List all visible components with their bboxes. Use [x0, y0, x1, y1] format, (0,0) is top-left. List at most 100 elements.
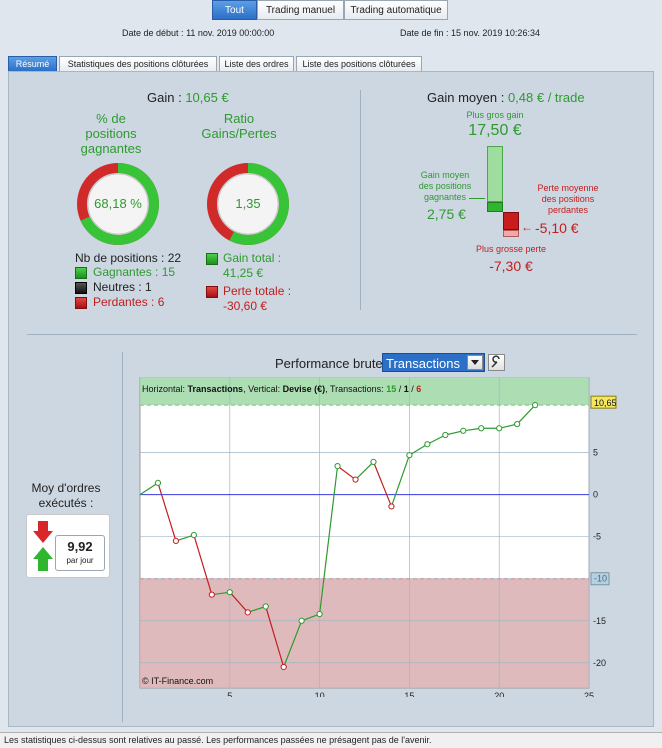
tab-trading-automatique[interactable]: Trading automatique	[344, 0, 448, 20]
data-point	[496, 425, 503, 432]
orders-label: Moy d'ordres exécutés :	[31, 481, 101, 510]
x-tick-label: 10	[315, 691, 325, 697]
neutral-swatch	[75, 282, 87, 294]
orders-value: 9,92	[67, 539, 93, 554]
series-segment	[390, 454, 410, 507]
wrench-icon[interactable]	[488, 354, 505, 371]
data-point	[406, 452, 413, 459]
data-point	[388, 503, 395, 510]
data-point	[316, 610, 323, 618]
divider-horizontal	[27, 334, 637, 335]
orders-card: 9,92 par jour	[26, 514, 110, 578]
tab-trading-manuel[interactable]: Trading manuel	[257, 0, 344, 20]
performance-chart: 5 10 15 20 25 5 0 -5 -15 -20 10,65 -10 Horizonta…	[139, 377, 617, 697]
data-point	[298, 617, 305, 624]
series-segment	[372, 461, 392, 507]
start-date: Date de début : 11 nov. 2019 00:00:00	[122, 28, 275, 38]
winners-swatch	[75, 267, 87, 279]
losers-count: Perdantes : 6	[93, 295, 165, 309]
summary-panel: Gain : 10,65 € % de positions gagnantes …	[8, 71, 654, 727]
data-point	[352, 476, 359, 483]
ratio-donut	[207, 163, 289, 245]
pct-title: % de positions gagnantes	[80, 111, 142, 156]
avg-loss-label: Perte moyenne des positions perdantes	[537, 183, 599, 215]
winners-count: Gagnantes : 15	[93, 265, 176, 279]
y-tick-label: -5	[593, 532, 601, 542]
series-segment	[157, 482, 177, 542]
x-tick-label: 5	[227, 691, 232, 697]
dropdown-arrow-icon[interactable]	[467, 355, 483, 370]
avg-loss-bar	[503, 212, 519, 230]
gain-total-swatch	[206, 253, 218, 265]
series-segment	[409, 443, 428, 456]
series-segment	[265, 606, 285, 668]
orders-value-box: 9,92 par jour	[55, 535, 105, 571]
avg-loss-arrow: ←	[521, 220, 533, 234]
neutral-count: Neutres : 1	[93, 280, 152, 294]
data-point	[424, 441, 431, 448]
data-point	[460, 427, 467, 434]
series-segment	[229, 591, 249, 613]
gain-range-bar	[487, 146, 503, 202]
data-point	[208, 591, 215, 598]
series-segment	[247, 605, 266, 613]
data-point	[478, 425, 485, 432]
pct-value: 68,18 %	[94, 196, 142, 211]
avg-gain-bar	[487, 202, 503, 212]
avg-win-pointer	[469, 198, 485, 199]
series-segment	[193, 534, 213, 595]
loss-range-bar	[503, 230, 519, 237]
max-gain-value: 17,50 €	[468, 122, 522, 139]
data-point	[280, 663, 287, 671]
avg-gain-header: Gain moyen : 0,48 € / trade	[427, 90, 585, 105]
gain-header: Gain : 10,65 €	[147, 90, 229, 105]
threshold-label: -10	[594, 574, 607, 584]
series-segment	[319, 466, 339, 615]
data-point	[334, 462, 341, 470]
perf-select-value: Transactions	[386, 356, 460, 371]
tab-statistiques[interactable]: Statistiques des positions clôturées	[59, 56, 217, 71]
last-value-label: 10,65	[594, 398, 617, 408]
x-tick-label: 25	[584, 691, 594, 697]
up-down-arrows-icon	[33, 521, 53, 571]
max-gain-label: Plus gros gain	[466, 110, 524, 120]
data-point	[190, 531, 197, 539]
series-segment	[139, 482, 159, 496]
series-segment	[283, 620, 303, 668]
y-tick-label: 5	[593, 448, 598, 458]
max-loss-label: Plus grosse perte	[475, 244, 547, 254]
series-segment	[427, 434, 446, 445]
avg-win-value: 2,75 €	[427, 206, 466, 222]
series-segment	[301, 613, 320, 622]
perte-totale: Perte totale : -30,60 €	[223, 284, 292, 313]
data-point	[226, 589, 233, 596]
end-date: Date de fin : 15 nov. 2019 10:26:34	[400, 28, 540, 38]
data-point	[172, 537, 180, 545]
perf-select[interactable]: Transactions	[382, 353, 485, 372]
disclaimer-footer: Les statistiques ci-dessus sont relative…	[0, 732, 662, 748]
data-point	[532, 402, 539, 409]
losers-swatch	[75, 297, 87, 309]
avg-win-label: Gain moyen des positions gagnantes	[418, 170, 472, 202]
chart-credit: © IT-Finance.com	[142, 676, 213, 686]
gain-total: Gain total : 41,25 €	[223, 251, 282, 280]
tab-resume[interactable]: Résumé	[8, 56, 57, 71]
orders-unit: par jour	[66, 556, 94, 565]
y-tick-label: -20	[593, 658, 606, 668]
series-segment	[355, 461, 374, 480]
max-loss-value: -7,30 €	[489, 258, 533, 274]
tab-liste-positions[interactable]: Liste des positions clôturées	[296, 56, 422, 71]
data-point	[514, 420, 521, 428]
ratio-title: Ratio Gains/Pertes	[201, 111, 277, 141]
tab-liste-ordres[interactable]: Liste des ordres	[219, 56, 294, 71]
series-segment	[175, 534, 195, 542]
data-point	[442, 431, 449, 439]
data-point	[262, 603, 269, 610]
series-segment	[516, 404, 536, 425]
x-tick-label: 20	[494, 691, 504, 697]
nb-positions: Nb de positions : 22	[75, 251, 182, 265]
x-tick-label: 15	[404, 691, 414, 697]
tab-tout[interactable]: Tout	[212, 0, 257, 20]
y-tick-label: -15	[593, 616, 606, 626]
data-point	[370, 458, 377, 465]
